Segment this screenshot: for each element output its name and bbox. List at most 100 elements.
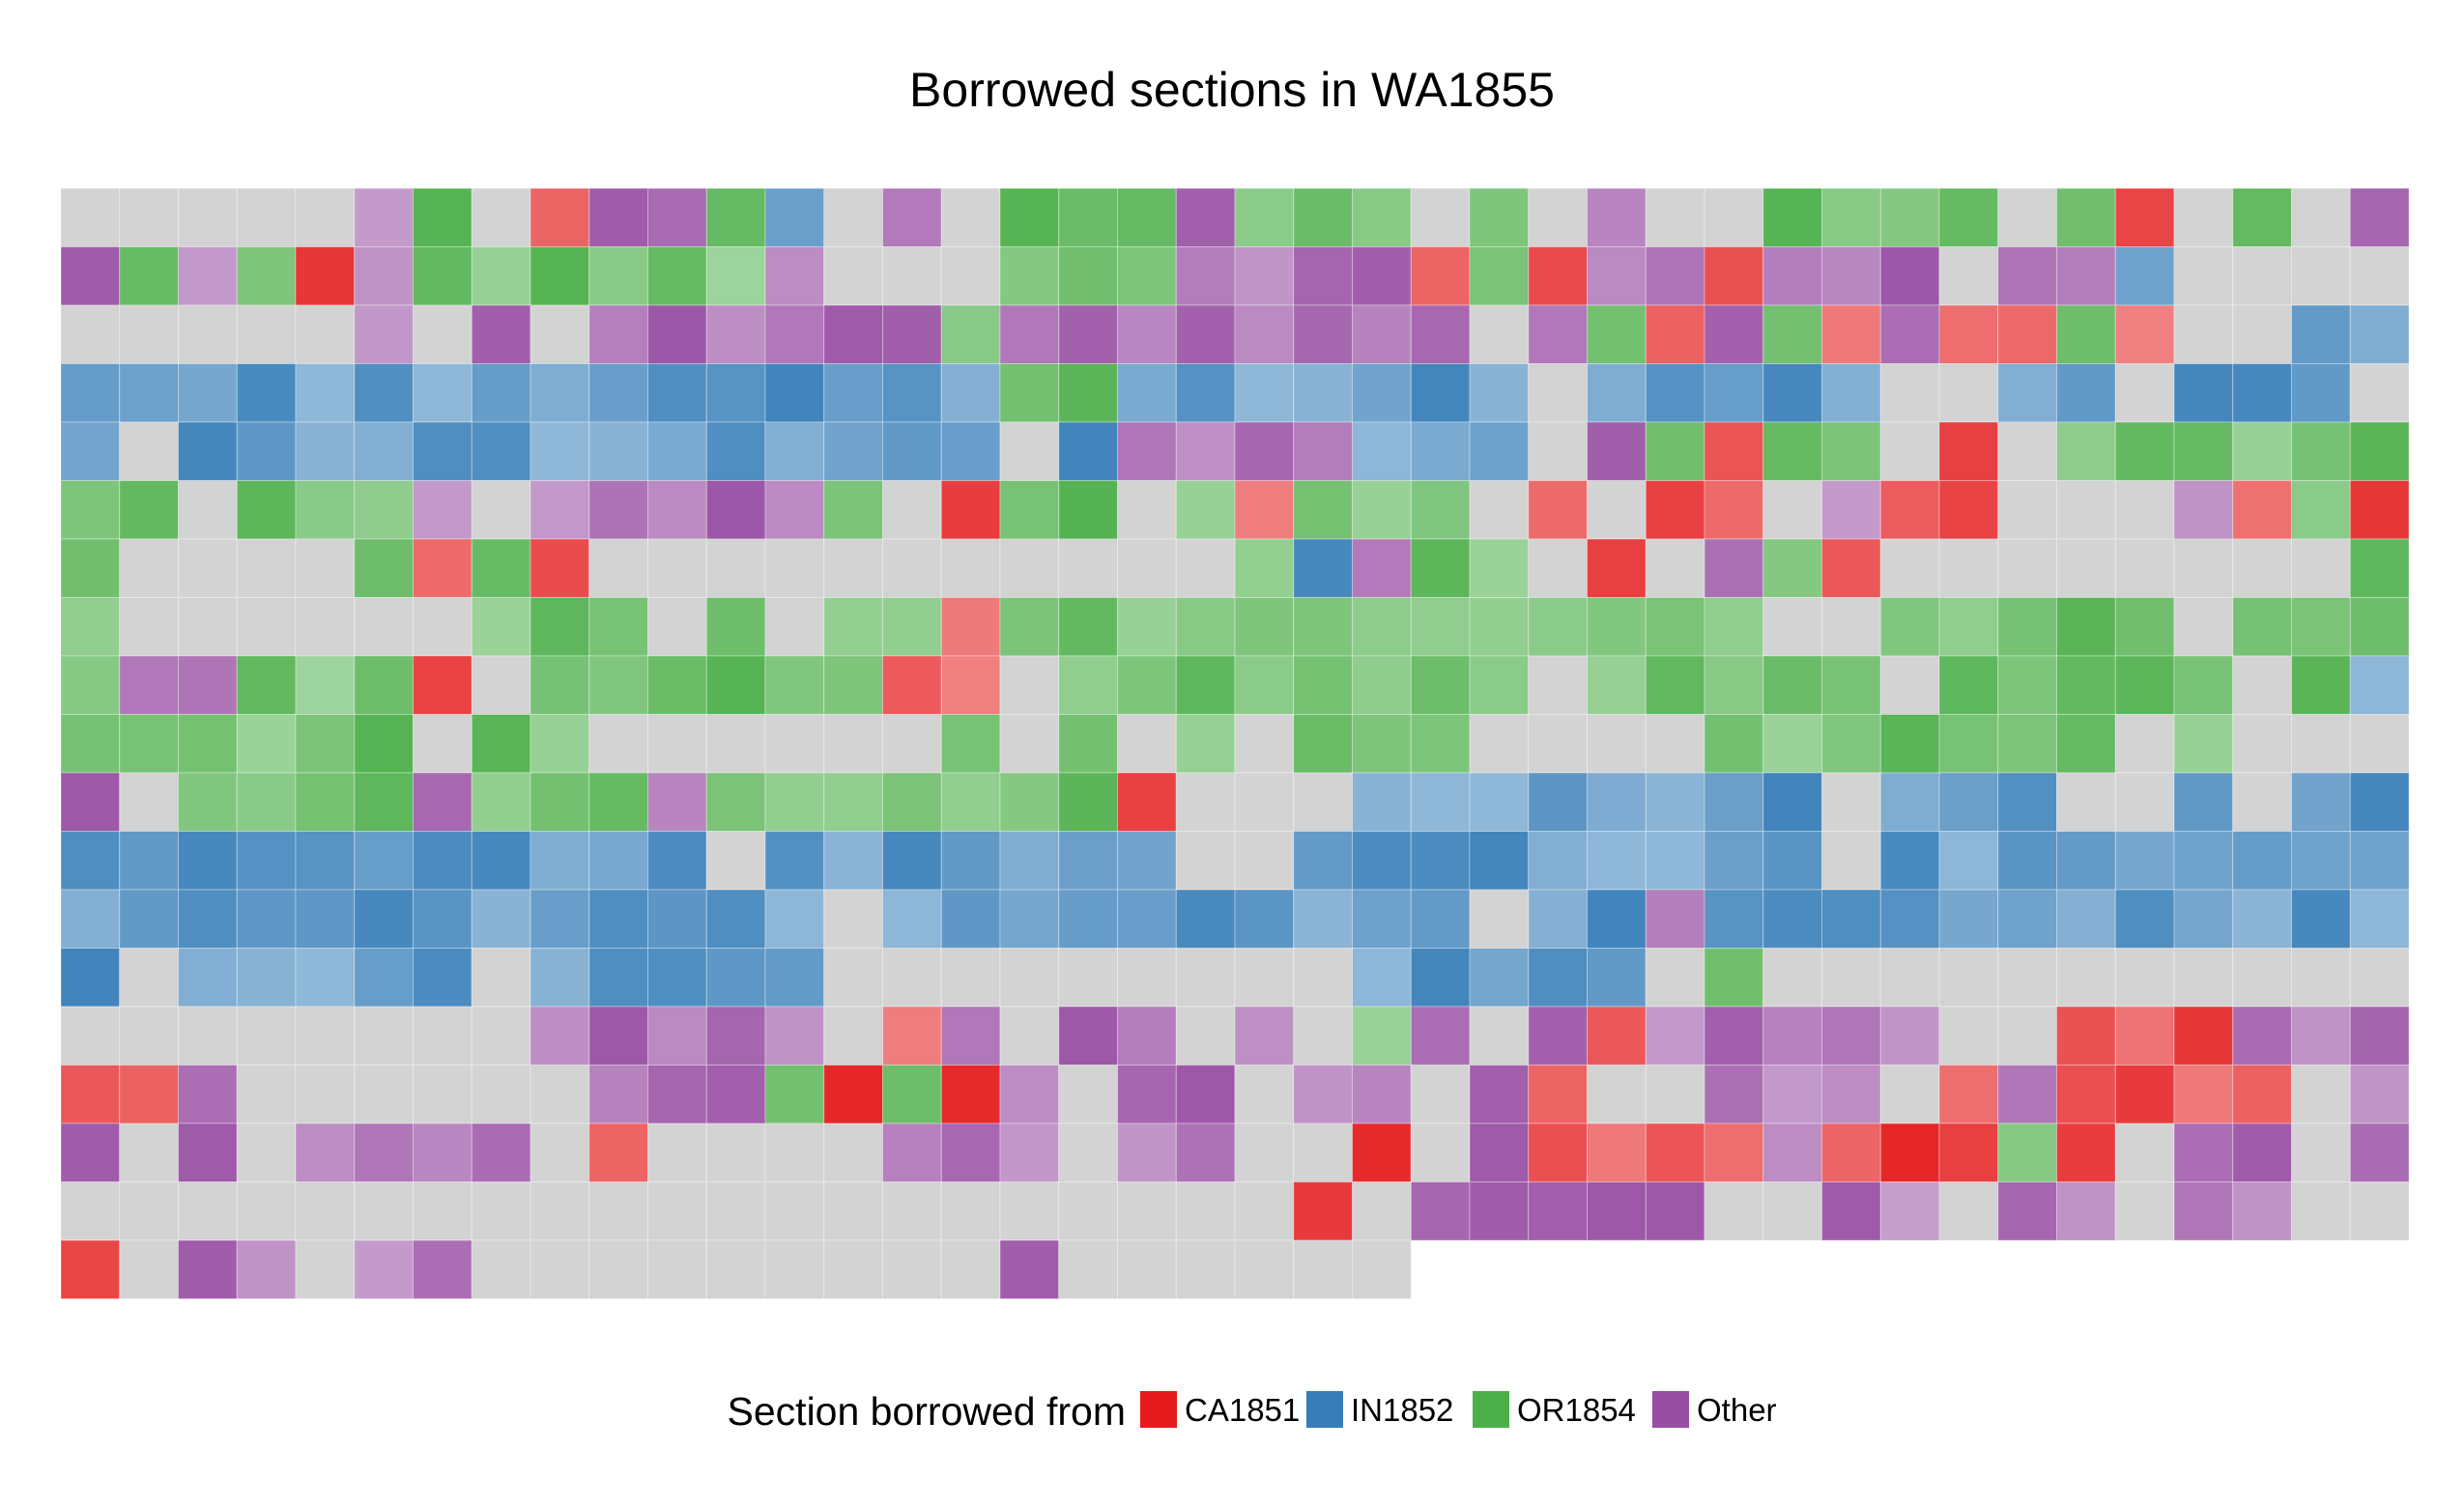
heatmap-cell bbox=[2349, 187, 2410, 247]
heatmap-cell bbox=[1645, 187, 1705, 247]
heatmap-cell bbox=[2173, 1065, 2234, 1124]
heatmap-cell bbox=[236, 1123, 297, 1182]
heatmap-cell bbox=[60, 1181, 121, 1241]
heatmap-cell bbox=[413, 831, 473, 891]
heatmap-cell bbox=[1293, 1065, 1353, 1124]
heatmap-cell bbox=[413, 714, 473, 774]
heatmap-cell bbox=[1762, 1123, 1822, 1182]
heatmap-cell bbox=[1528, 714, 1588, 774]
heatmap-cell bbox=[236, 187, 297, 247]
heatmap-cell bbox=[1117, 831, 1177, 891]
heatmap-cell bbox=[413, 421, 473, 481]
heatmap-cell bbox=[1938, 1006, 1999, 1066]
heatmap-cell bbox=[705, 597, 766, 657]
heatmap-cell bbox=[413, 597, 473, 657]
heatmap-cell bbox=[764, 187, 825, 247]
heatmap-cell bbox=[1234, 480, 1295, 540]
heatmap-cell bbox=[119, 304, 179, 364]
heatmap-cell bbox=[1293, 772, 1353, 832]
heatmap-cell bbox=[882, 1181, 942, 1241]
heatmap-cell bbox=[471, 889, 531, 949]
heatmap-cell bbox=[1058, 246, 1118, 306]
heatmap-cell bbox=[823, 187, 883, 247]
heatmap-cell bbox=[1587, 948, 1647, 1008]
heatmap-cell bbox=[2349, 480, 2410, 540]
heatmap-cell bbox=[882, 1006, 942, 1066]
heatmap-cell bbox=[413, 1065, 473, 1124]
heatmap-cell bbox=[2056, 1123, 2116, 1182]
legend-swatch-other bbox=[1652, 1391, 1689, 1428]
heatmap-cell bbox=[1234, 655, 1295, 715]
heatmap-cell bbox=[1234, 772, 1295, 832]
heatmap-cells bbox=[60, 187, 2410, 1299]
heatmap-cell bbox=[2114, 714, 2175, 774]
heatmap-cell bbox=[295, 480, 356, 540]
heatmap-cell bbox=[1997, 246, 2057, 306]
heatmap-cell bbox=[119, 1065, 179, 1124]
heatmap-cell bbox=[823, 304, 883, 364]
legend-label-ca1851: CA1851 bbox=[1185, 1392, 1300, 1428]
heatmap-cell bbox=[1469, 655, 1530, 715]
heatmap-cell bbox=[295, 304, 356, 364]
heatmap-cell bbox=[647, 948, 707, 1008]
heatmap-cell bbox=[1058, 948, 1118, 1008]
heatmap-cell bbox=[236, 831, 297, 891]
heatmap-cell bbox=[1410, 187, 1471, 247]
heatmap-cell bbox=[2114, 772, 2175, 832]
heatmap-cell bbox=[1587, 714, 1647, 774]
heatmap-cell bbox=[1293, 1123, 1353, 1182]
heatmap-cell bbox=[354, 1065, 414, 1124]
heatmap-cell bbox=[1117, 655, 1177, 715]
heatmap-cell bbox=[60, 187, 121, 247]
heatmap-cell bbox=[236, 1181, 297, 1241]
heatmap-cell bbox=[2349, 246, 2410, 306]
heatmap-cell bbox=[1704, 714, 1764, 774]
heatmap-cell bbox=[1469, 831, 1530, 891]
heatmap-cell bbox=[178, 1006, 238, 1066]
heatmap-cell bbox=[1704, 1181, 1764, 1241]
heatmap-cell bbox=[119, 363, 179, 423]
heatmap-cell bbox=[1821, 714, 1881, 774]
heatmap-cell bbox=[1117, 187, 1177, 247]
heatmap-cell bbox=[1821, 1065, 1881, 1124]
heatmap-cell bbox=[1058, 714, 1118, 774]
heatmap-cell bbox=[1410, 363, 1471, 423]
heatmap-cell bbox=[705, 1239, 766, 1299]
heatmap-cell bbox=[178, 480, 238, 540]
heatmap-cell bbox=[2291, 831, 2351, 891]
heatmap-cell bbox=[705, 1181, 766, 1241]
heatmap-cell bbox=[940, 655, 1001, 715]
heatmap-cell bbox=[1587, 1065, 1647, 1124]
heatmap-cell bbox=[236, 655, 297, 715]
heatmap-cell bbox=[823, 246, 883, 306]
heatmap-cell bbox=[1704, 831, 1764, 891]
legend-swatch-or1854 bbox=[1473, 1391, 1509, 1428]
heatmap-cell bbox=[1879, 831, 1940, 891]
heatmap-cell bbox=[2173, 363, 2234, 423]
heatmap-cell bbox=[1058, 1123, 1118, 1182]
heatmap-cell bbox=[882, 889, 942, 949]
heatmap-cell bbox=[2349, 889, 2410, 949]
heatmap-cell bbox=[823, 772, 883, 832]
heatmap-cell bbox=[1587, 1123, 1647, 1182]
heatmap-cell bbox=[178, 948, 238, 1008]
heatmap-cell bbox=[882, 1123, 942, 1182]
heatmap-cell bbox=[705, 480, 766, 540]
heatmap-cell bbox=[60, 246, 121, 306]
heatmap-cell bbox=[2114, 948, 2175, 1008]
heatmap-cell bbox=[705, 948, 766, 1008]
heatmap-cell bbox=[1821, 246, 1881, 306]
heatmap-cell bbox=[2056, 187, 2116, 247]
heatmap-cell bbox=[1821, 1123, 1881, 1182]
heatmap-cell bbox=[1352, 538, 1412, 598]
heatmap-cell bbox=[178, 1181, 238, 1241]
heatmap-cell bbox=[2056, 538, 2116, 598]
heatmap-cell bbox=[2291, 714, 2351, 774]
heatmap-cell bbox=[354, 304, 414, 364]
heatmap-cell bbox=[178, 363, 238, 423]
heatmap-cell bbox=[60, 1123, 121, 1182]
heatmap-cell bbox=[295, 714, 356, 774]
heatmap-cell bbox=[1645, 889, 1705, 949]
heatmap-cell bbox=[530, 246, 590, 306]
heatmap-cell bbox=[2173, 772, 2234, 832]
